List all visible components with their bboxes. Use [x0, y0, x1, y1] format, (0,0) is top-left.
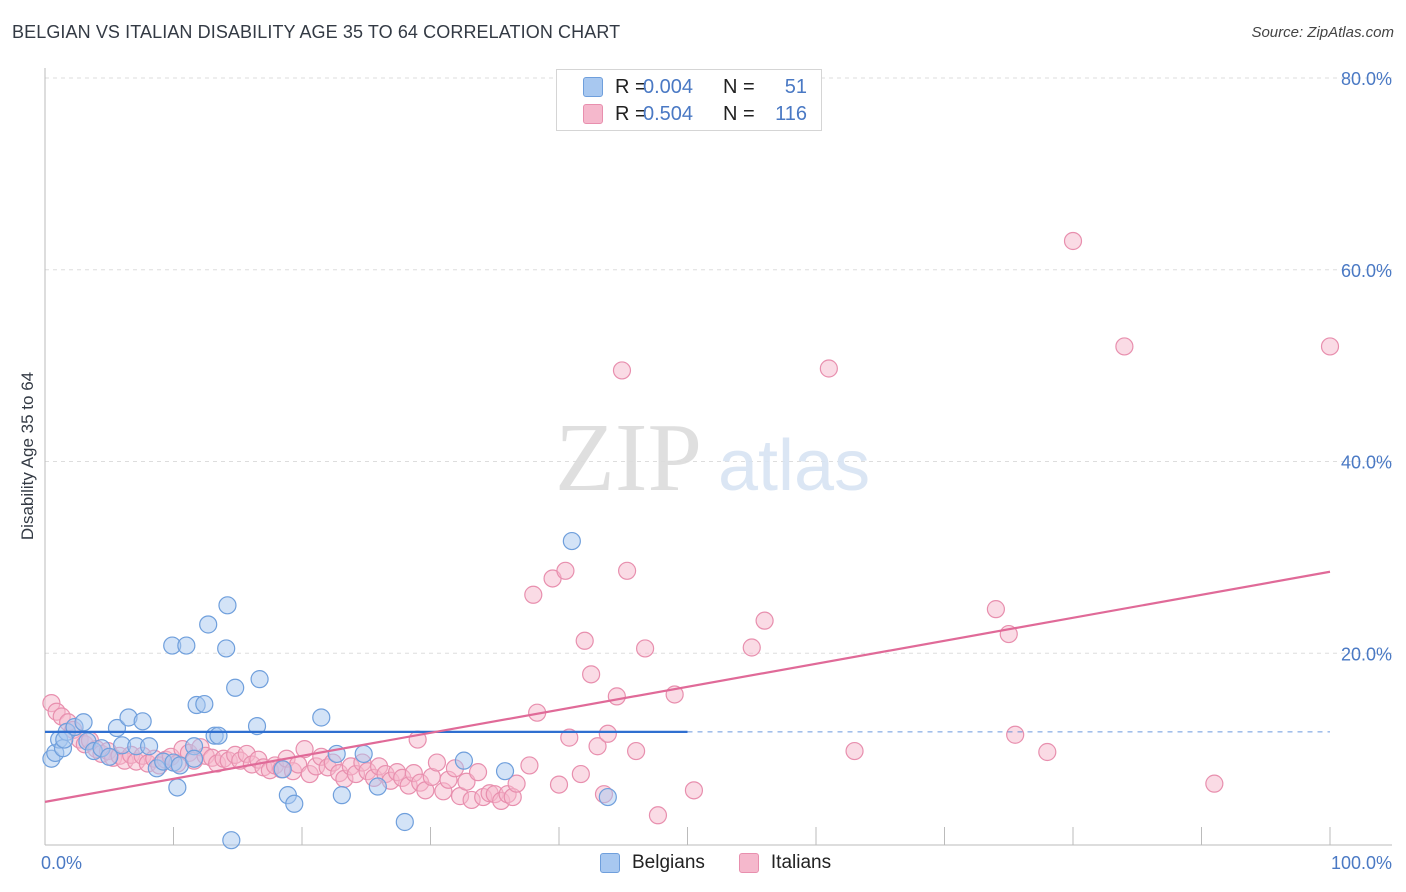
belgian-swatch: [600, 853, 620, 873]
belgian-point: [177, 636, 196, 655]
legend-r-label: R =: [615, 102, 647, 125]
belgian-point: [209, 726, 228, 745]
italian-point: [1205, 774, 1224, 793]
belgian-point: [226, 678, 245, 697]
legend-n-label: N =: [723, 75, 755, 98]
italian-point: [295, 740, 314, 759]
italian-point: [571, 764, 590, 784]
italian-point: [755, 611, 774, 630]
legend-n-label: N =: [723, 102, 755, 125]
italian-point: [1006, 725, 1025, 744]
italian-point: [468, 763, 488, 782]
legend-r-label: R =: [615, 75, 647, 98]
legend-row-belgians: R = 0.004 N = 51: [583, 74, 807, 100]
chart-title: BELGIAN VS ITALIAN DISABILITY AGE 35 TO …: [12, 22, 621, 42]
legend-r-value: 0.004: [643, 75, 694, 98]
watermark: ZIP atlas: [555, 404, 870, 512]
y-tick-label: 60.0%: [1341, 261, 1392, 281]
belgian-point: [195, 694, 214, 714]
belgian-point: [332, 786, 351, 805]
belgian-point: [199, 615, 218, 634]
italian-swatch: [583, 104, 603, 124]
belgian-point: [495, 762, 515, 781]
italian-point: [560, 728, 579, 747]
y-tick-label: 20.0%: [1341, 644, 1392, 664]
italian-point: [507, 774, 526, 793]
belgian-point: [247, 717, 267, 736]
correlation-legend: R = 0.004 N = 51 R = 0.504 N = 116: [556, 69, 822, 131]
italian-point: [524, 585, 543, 604]
belgian-point: [285, 794, 304, 813]
watermark-zip: ZIP: [555, 404, 702, 512]
belgian-point: [250, 670, 269, 689]
legend-label-italians: Italians: [770, 852, 832, 873]
tick-labels: 20.0% 40.0% 60.0% 80.0% 0.0% 100.0%: [41, 69, 1392, 873]
italian-point: [742, 638, 761, 657]
y-axis-label: Disability Age 35 to 64: [18, 372, 37, 540]
belgian-point: [562, 531, 581, 551]
x-tick-label: 100.0%: [1331, 853, 1392, 873]
belgian-point: [273, 760, 292, 779]
italian-point: [1115, 337, 1134, 356]
italian-point: [1038, 742, 1057, 762]
data-points: [42, 231, 1340, 850]
belgian-point: [55, 730, 74, 749]
trend-lines: [44, 570, 1331, 803]
italian-point: [986, 600, 1006, 619]
italian-swatch: [738, 853, 759, 873]
belgian-point: [395, 812, 414, 832]
belgian-point: [168, 778, 187, 797]
italian-point: [618, 561, 637, 580]
belgian-point: [354, 744, 373, 764]
legend-label-belgians: Belgians: [632, 852, 705, 873]
belgian-point: [312, 708, 331, 727]
legend-item-italians[interactable]: Italians: [738, 852, 832, 874]
y-tick-label: 80.0%: [1341, 69, 1392, 89]
italian-point: [556, 561, 575, 580]
italian-point: [549, 775, 569, 794]
belgian-point: [100, 747, 119, 766]
legend-row-italians: R = 0.504 N = 116: [583, 101, 807, 127]
source-label: Source: ZipAtlas.com: [1251, 24, 1394, 41]
italian-point: [684, 781, 704, 800]
belgian-point: [218, 596, 237, 615]
legend-r-value: 0.504: [643, 102, 694, 125]
italian-trend-line: [44, 570, 1331, 803]
belgian-swatch: [583, 77, 603, 97]
italian-point: [612, 361, 632, 380]
x-tick-label: 0.0%: [41, 853, 82, 873]
belgian-point: [454, 751, 474, 770]
italian-point: [626, 741, 646, 761]
italian-point: [598, 724, 617, 743]
belgian-point: [139, 737, 159, 756]
axes: [44, 68, 1392, 846]
belgian-point: [184, 749, 204, 768]
belgian-point: [74, 713, 93, 732]
italian-point: [520, 756, 539, 775]
italian-point: [635, 639, 655, 658]
belgian-point: [133, 712, 152, 731]
italian-point: [1320, 337, 1340, 356]
legend-n-value: 51: [784, 75, 807, 98]
belgian-point: [217, 639, 236, 658]
belgian-point: [368, 777, 387, 796]
italian-point: [1063, 231, 1083, 251]
italian-point: [648, 806, 668, 825]
belgian-point: [598, 787, 617, 807]
italian-point: [582, 665, 601, 684]
italian-point: [575, 631, 594, 650]
legend-n-value: 116: [775, 102, 807, 125]
series-legend: Belgians Italians: [600, 852, 865, 874]
italian-point: [427, 753, 447, 772]
belgian-point: [222, 831, 241, 850]
grid-lines: [45, 77, 1392, 654]
watermark-atlas: atlas: [718, 426, 870, 506]
legend-item-belgians[interactable]: Belgians: [600, 852, 705, 874]
italian-point: [588, 737, 607, 756]
italian-point: [845, 741, 864, 761]
italian-point: [819, 359, 838, 378]
y-tick-label: 40.0%: [1341, 453, 1392, 473]
italian-point: [607, 687, 626, 706]
